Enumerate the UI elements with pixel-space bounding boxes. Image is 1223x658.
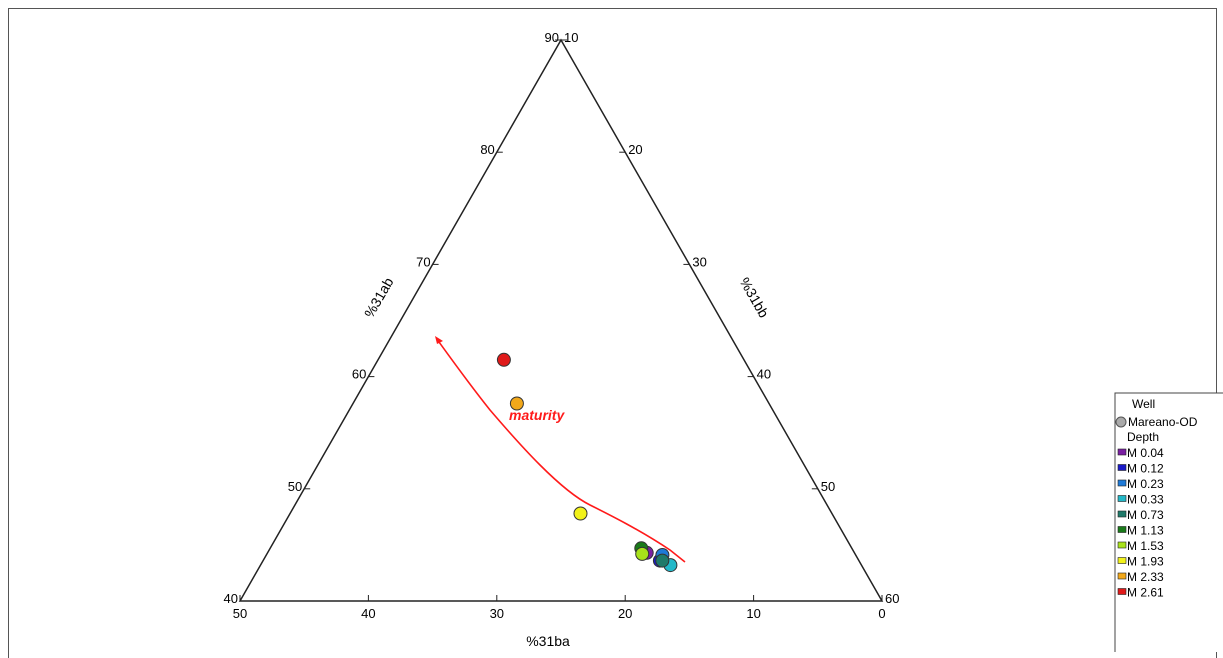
legend-item-label: M 1.93 xyxy=(1127,555,1164,569)
right-tick-label: 20 xyxy=(628,142,642,157)
left-axis-ticks: 40 50 60 70 80 90 xyxy=(224,30,567,606)
legend-item-label: M 2.33 xyxy=(1127,570,1164,584)
data-points xyxy=(496,352,678,573)
legend-swatch xyxy=(1117,495,1127,502)
maturity-arrowhead xyxy=(435,336,443,344)
legend-swatch xyxy=(1117,479,1127,487)
legend-swatch xyxy=(1117,448,1127,456)
bottom-tick-label: 50 xyxy=(233,606,247,621)
left-tick-label: 40 xyxy=(224,591,238,606)
bottom-axis-title: %31ba xyxy=(526,633,570,649)
left-tick-label: 70 xyxy=(416,254,430,269)
data-point xyxy=(496,352,511,367)
left-tick-label: 60 xyxy=(352,367,366,382)
legend-depth-header: Depth xyxy=(1127,430,1159,444)
legend-swatch xyxy=(1117,588,1127,595)
bottom-tick-label: 10 xyxy=(746,606,760,621)
right-tick-label: 10 xyxy=(564,30,578,45)
maturity-annotation: maturity xyxy=(509,407,565,423)
right-tick-label: 60 xyxy=(885,591,899,606)
maturity-trend xyxy=(435,336,686,563)
legend-item-label: M 2.61 xyxy=(1127,586,1164,600)
ternary-triangle xyxy=(238,38,884,602)
chart-frame xyxy=(8,8,1217,658)
legend-swatch xyxy=(1117,464,1127,471)
left-tick-label: 80 xyxy=(480,142,494,157)
bottom-tick-label: 40 xyxy=(361,606,375,621)
left-axis-title: %31ab xyxy=(361,274,397,320)
legend-box xyxy=(1114,392,1223,652)
bottom-axis-ticks: 50 40 30 20 10 0 xyxy=(233,595,886,621)
legend-item-label: M 0.04 xyxy=(1127,446,1164,460)
right-tick-label: 30 xyxy=(692,254,706,269)
bottom-tick-label: 20 xyxy=(618,606,632,621)
data-point xyxy=(655,553,670,568)
legend-well-marker xyxy=(1115,416,1127,428)
data-point xyxy=(573,506,588,521)
right-tick-label: 40 xyxy=(757,367,771,382)
left-tick-label: 50 xyxy=(288,479,302,494)
legend-item-label: M 0.73 xyxy=(1127,508,1164,522)
legend-well-header: Well xyxy=(1132,397,1155,411)
right-axis-title: %31bb xyxy=(737,275,773,321)
left-tick-label: 90 xyxy=(545,30,559,45)
legend-item-label: M 0.33 xyxy=(1127,493,1164,507)
legend: Well Mareano-OD Depth M 0.04 M 0.12M 0.23… xyxy=(1114,392,1223,652)
bottom-tick-label: 30 xyxy=(490,606,504,621)
legend-swatch xyxy=(1117,510,1127,518)
legend-swatch xyxy=(1117,572,1127,580)
maturity-trend-line xyxy=(438,341,686,563)
legend-swatch xyxy=(1117,557,1127,564)
legend-item-label: M 0.12 xyxy=(1127,462,1164,476)
legend-item-label: M 1.13 xyxy=(1127,524,1164,538)
legend-item-label: M 1.53 xyxy=(1127,539,1164,553)
data-point xyxy=(509,396,524,411)
bottom-tick-label: 0 xyxy=(878,606,885,621)
legend-swatch xyxy=(1117,526,1127,533)
data-point xyxy=(635,546,650,561)
legend-item-label: M 0.23 xyxy=(1127,477,1164,491)
right-axis-ticks: 10 20 30 40 50 60 xyxy=(555,30,899,606)
legend-swatch xyxy=(1117,541,1127,549)
legend-well-label: Mareano-OD xyxy=(1128,415,1198,429)
right-tick-label: 50 xyxy=(821,479,835,494)
legend-items: M 0.04M 0.12M 0.23M 0.33M 0.73M 1.13M 1.… xyxy=(1117,446,1164,600)
